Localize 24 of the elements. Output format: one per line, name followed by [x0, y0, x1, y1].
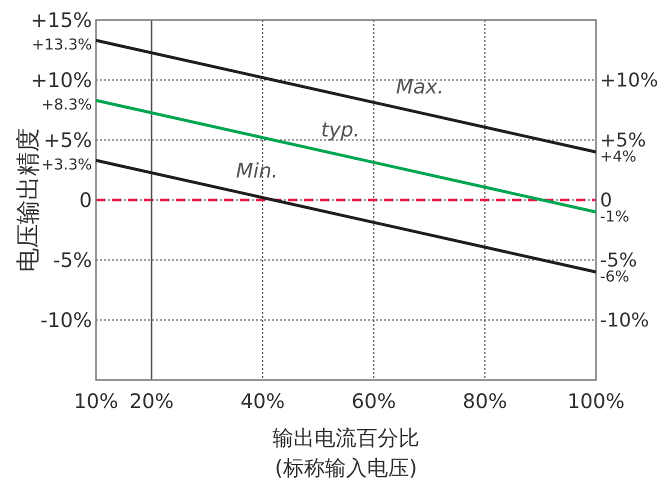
y-tick-label: +5% [44, 128, 92, 152]
x-tick-label: 20% [129, 389, 174, 413]
x-tick-label: 100% [567, 389, 625, 413]
y-tick-label: -10% [40, 308, 92, 332]
y-axis-title: 电压输出精度 [14, 128, 42, 272]
data-label: +3.3% [41, 156, 92, 174]
y-tick-label: +15% [30, 8, 92, 32]
y-tick-label: +10% [30, 68, 92, 92]
data-label: +13.3% [32, 36, 92, 54]
x-tick-label: 40% [240, 389, 285, 413]
series-label: Max. [396, 74, 444, 98]
series-label: Min. [236, 158, 278, 183]
x-tick-label: 80% [462, 389, 508, 413]
y-tick-label: 0 [79, 188, 92, 212]
data-label: +4% [600, 147, 636, 166]
y-tick-label: -5% [53, 248, 92, 272]
data-label: -6% [600, 267, 630, 286]
data-label: +8.3% [41, 96, 92, 114]
x-tick-label: 10% [74, 389, 118, 413]
series-label: typ. [321, 118, 360, 142]
x-tick-label: 60% [352, 389, 396, 413]
x-axis-title: 输出电流百分比 (标称输入电压) [272, 426, 420, 480]
y2-tick-label: +10% [600, 70, 658, 92]
y2-tick-label: -10% [600, 310, 650, 332]
